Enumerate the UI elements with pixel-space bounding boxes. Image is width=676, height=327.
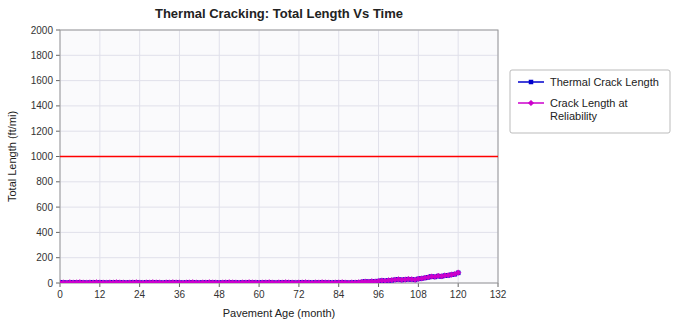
y-grid-line: [60, 55, 498, 56]
point-marker: [529, 80, 533, 84]
x-tick: [338, 283, 339, 287]
title: Thermal Cracking: Total Length Vs Time: [155, 6, 403, 21]
legend-label: Thermal Crack Length: [550, 76, 659, 88]
x-tick-label: 0: [57, 289, 63, 300]
point-marker: [455, 270, 461, 276]
x-tick-label: 36: [174, 289, 186, 300]
x-tick-label: 48: [214, 289, 226, 300]
y-tick-label: 1000: [31, 151, 54, 162]
x-tick: [458, 283, 459, 287]
y-grid-line: [60, 131, 498, 132]
grid: [60, 30, 498, 283]
legend-label: Crack Length atReliability: [550, 97, 628, 122]
legend-label-line: Thermal Crack Length: [550, 76, 659, 88]
x-tick-label: 60: [254, 289, 266, 300]
y-tick-label: 400: [36, 227, 53, 238]
y-grid-line: [60, 207, 498, 208]
x-tick-label: 120: [450, 289, 467, 300]
y-tick-label: 2000: [31, 25, 54, 36]
y-tick-label: 600: [36, 202, 53, 213]
y-tick-label: 0: [47, 278, 53, 289]
y-tick: [56, 283, 60, 284]
y-tick: [56, 105, 60, 106]
plot-frame: [60, 30, 498, 283]
y-tick: [56, 131, 60, 132]
legend-box: [510, 70, 670, 133]
chart: 0 12 24 36 48 60 72 84 96 108 120 132 0 200 400 600 800 1…: [0, 0, 676, 327]
reference-line: [60, 156, 498, 158]
x-tick-label: 24: [134, 289, 146, 300]
x-axis-label: Pavement Age (month): [223, 307, 336, 319]
y-grid-line: [60, 105, 498, 106]
y-tick-label: 1600: [31, 75, 54, 86]
y-grid-line: [60, 181, 498, 182]
y-tick: [56, 207, 60, 208]
y-grid-line: [60, 156, 498, 157]
axes: 0 12 24 36 48 60 72 84 96 108 120 132 0 200 400 600 800 1…: [31, 25, 507, 301]
y-tick: [56, 156, 60, 157]
y-tick: [56, 30, 60, 31]
plot-background: [60, 30, 498, 283]
y-tick-label: 800: [36, 176, 53, 187]
y-grid-line: [60, 232, 498, 233]
legend-label-line: Reliability: [550, 110, 598, 122]
data-area: [60, 157, 498, 284]
legend-label-line: Crack Length at: [550, 97, 628, 109]
series: [60, 271, 460, 283]
x-tick: [219, 283, 220, 287]
x-tick: [179, 283, 180, 287]
x-tick: [99, 283, 100, 287]
x-tick: [418, 283, 419, 287]
y-tick: [56, 55, 60, 56]
y-grid-line: [60, 80, 498, 81]
y-axis-label: Total Length (ft/mi): [6, 111, 18, 202]
y-tick-label: 200: [36, 252, 53, 263]
y-tick-label: 1800: [31, 50, 54, 61]
x-tick: [378, 283, 379, 287]
x-tick-label: 132: [490, 289, 507, 300]
legend: Thermal Crack Length Crack Length atRelia…: [510, 70, 670, 133]
x-tick: [60, 283, 61, 287]
x-tick-label: 84: [333, 289, 345, 300]
y-tick: [56, 80, 60, 81]
x-tick-label: 96: [373, 289, 385, 300]
x-tick-label: 108: [410, 289, 427, 300]
point-marker: [528, 100, 534, 106]
x-tick: [259, 283, 260, 287]
x-tick: [498, 283, 499, 287]
y-tick-label: 1200: [31, 126, 54, 137]
y-tick: [56, 181, 60, 182]
y-tick-label: 1400: [31, 100, 54, 111]
y-grid-line: [60, 257, 498, 258]
y-tick: [56, 257, 60, 258]
series: [60, 270, 461, 283]
x-tick: [139, 283, 140, 287]
x-tick: [298, 283, 299, 287]
x-tick-label: 72: [293, 289, 305, 300]
y-tick: [56, 232, 60, 233]
x-tick-label: 12: [94, 289, 106, 300]
